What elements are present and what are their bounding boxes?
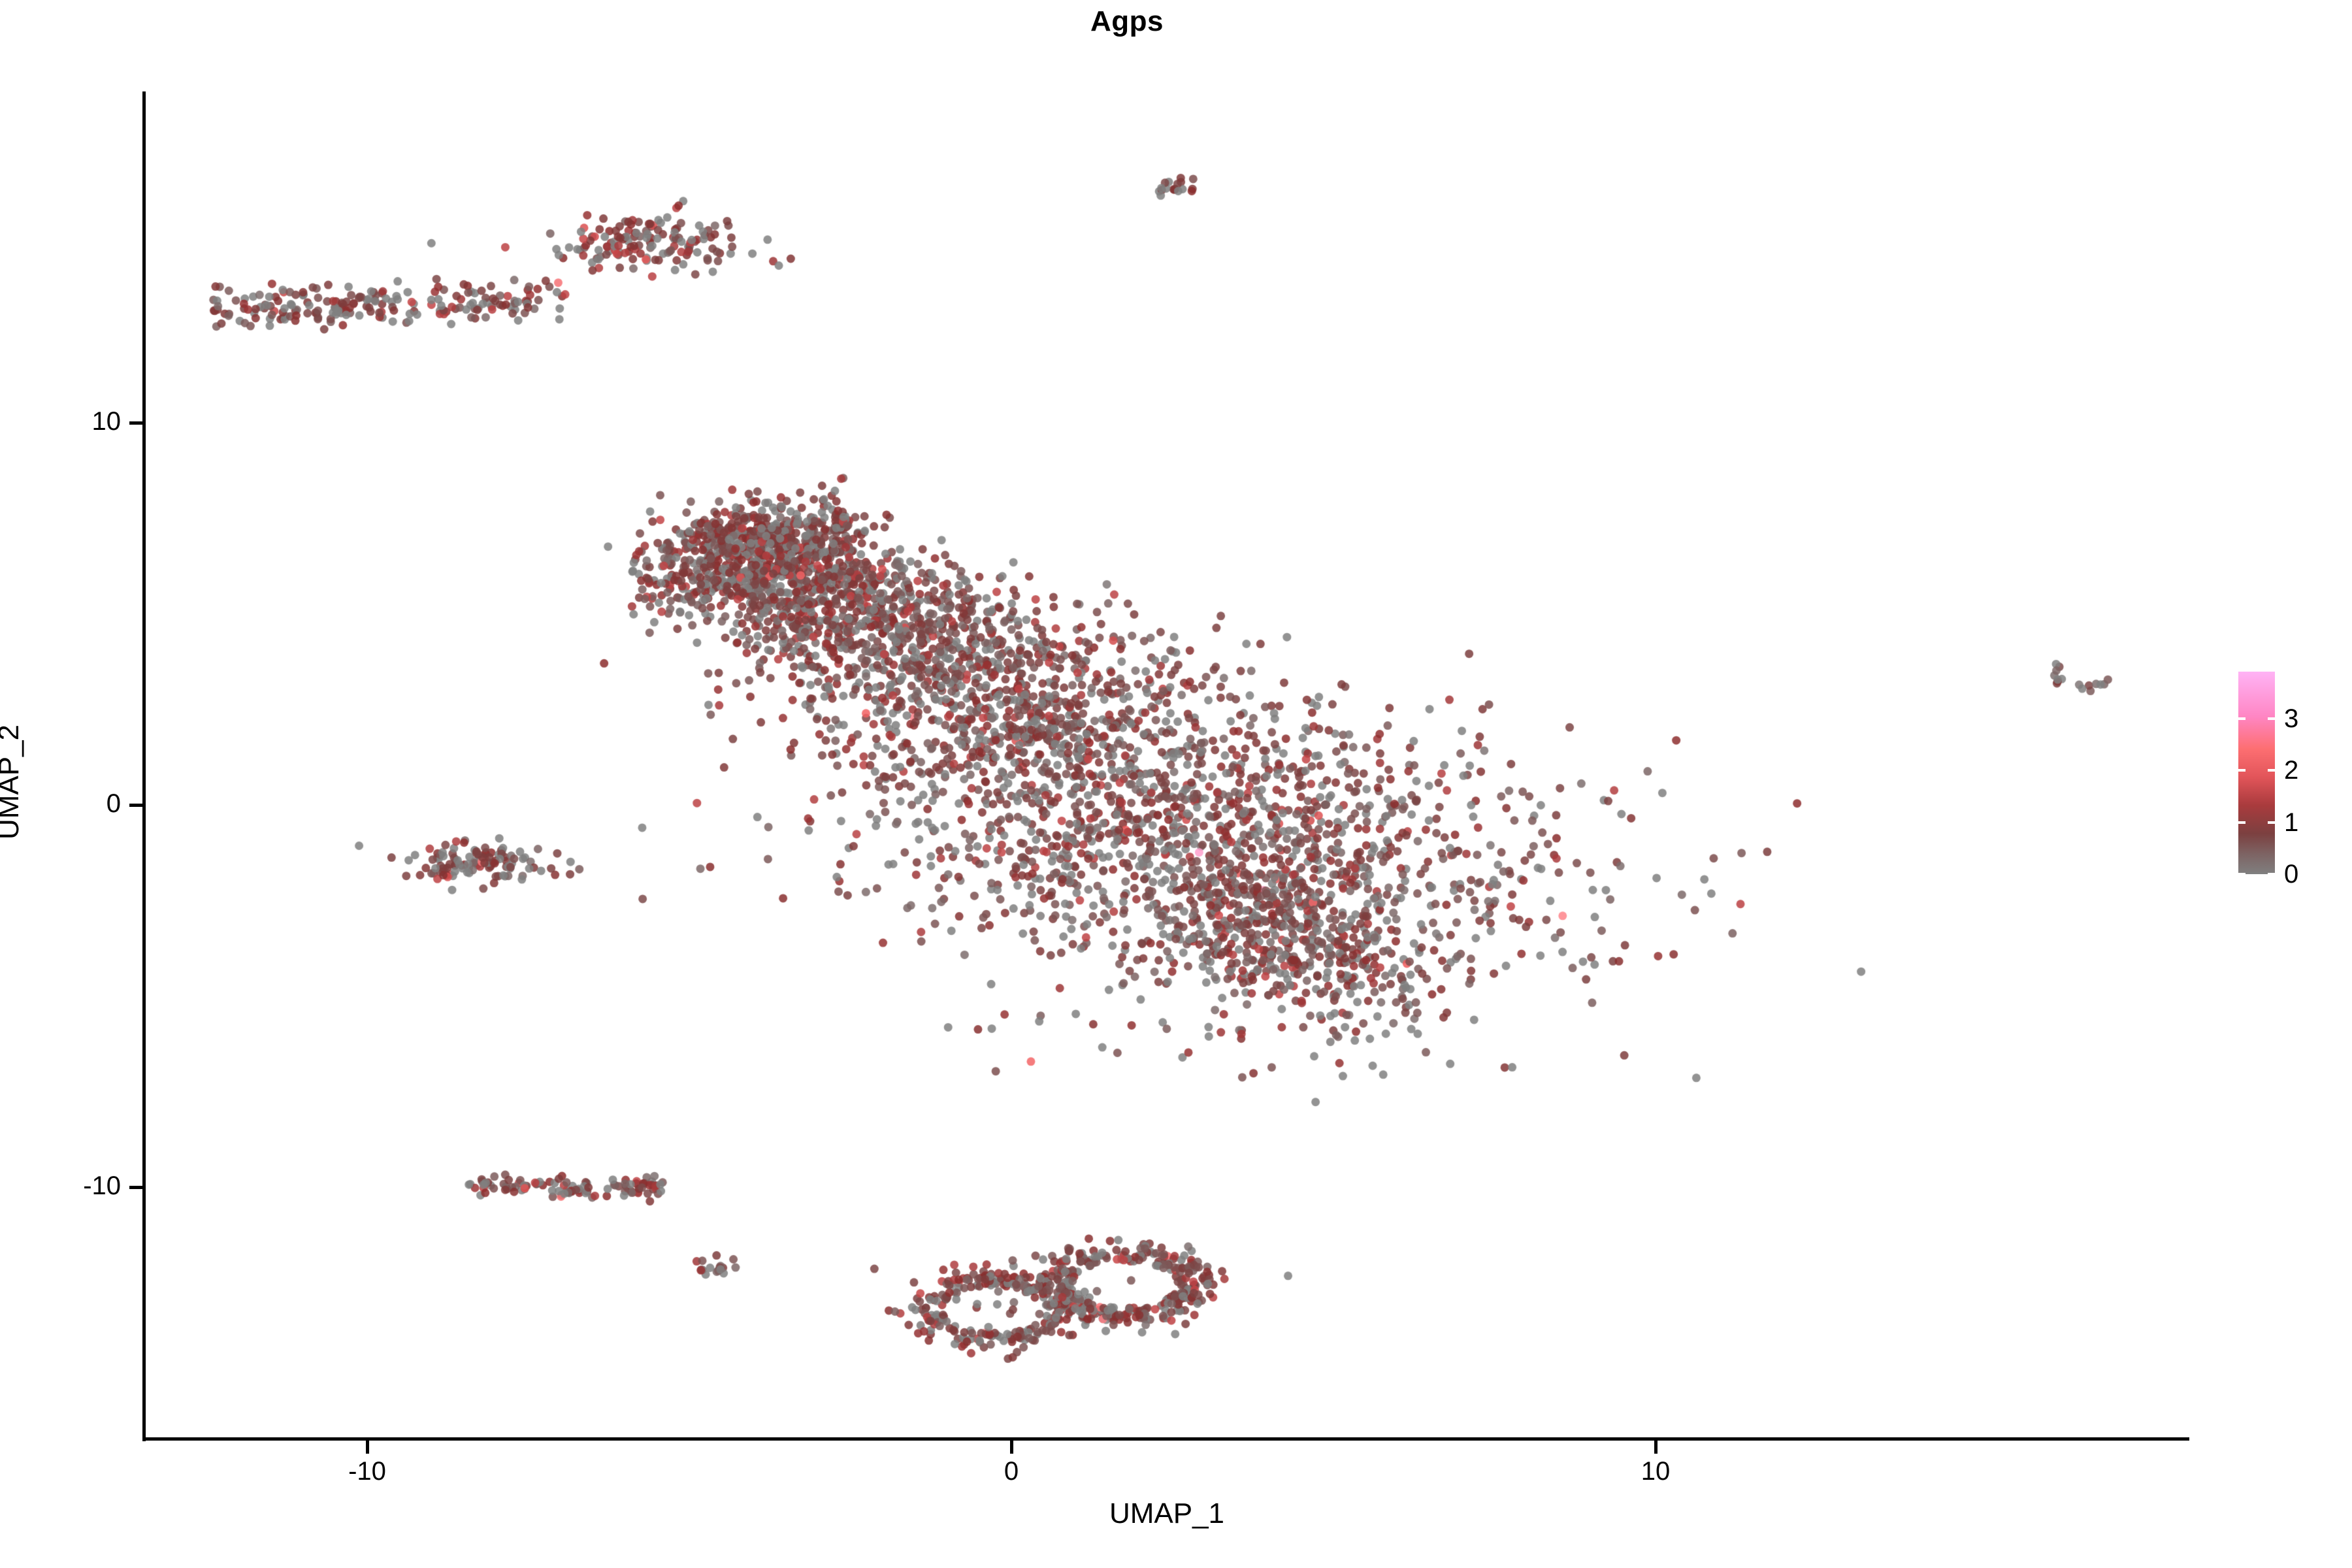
- y-axis-line: [142, 91, 146, 1441]
- plot-panel[interactable]: [144, 91, 2189, 1439]
- y-axis-ticklabel-10: 10: [91, 407, 122, 436]
- colorbar-tick-3-right: [2268, 717, 2275, 720]
- y-axis-ticklabel-0: 0: [106, 789, 121, 818]
- x-axis-ticklabel-0: 0: [1004, 1457, 1019, 1486]
- colorbar-tick-2-left: [2238, 769, 2246, 772]
- y-axis-title: UMAP_2: [0, 724, 25, 840]
- y-axis-tick-10: [129, 421, 142, 425]
- y-axis-ticklabel-neg10: -10: [83, 1171, 121, 1200]
- y-axis-tick-neg10: [129, 1186, 142, 1189]
- y-axis-tick-0: [129, 804, 142, 807]
- x-axis-title: UMAP_1: [1109, 1497, 1225, 1529]
- colorbar-tick-2-right: [2268, 769, 2275, 772]
- color-legend[interactable]: 3 2 1 0: [2238, 672, 2298, 887]
- x-axis-line: [144, 1437, 2189, 1441]
- x-axis-ticklabel-10: 10: [1641, 1457, 1671, 1486]
- colorbar-label-1: 1: [2284, 808, 2299, 837]
- colorbar-tick-1-left: [2238, 821, 2246, 824]
- colorbar-tick-1-right: [2268, 821, 2275, 824]
- colorbar-label-2: 2: [2284, 756, 2299, 785]
- x-axis-ticklabel-neg10: -10: [348, 1457, 386, 1486]
- colorbar-label-3: 3: [2284, 704, 2299, 733]
- x-axis-tick-neg10: [366, 1441, 369, 1454]
- x-axis-tick-10: [1654, 1441, 1658, 1454]
- colorbar-tick-0-left: [2238, 873, 2246, 875]
- page-title: Agps: [1090, 5, 1164, 37]
- scatter-points-canvas: [144, 91, 2189, 1439]
- x-axis-tick-0: [1010, 1441, 1013, 1454]
- colorbar-tick-3-left: [2238, 717, 2246, 720]
- colorbar-label-0: 0: [2284, 860, 2299, 889]
- colorbar-gradient: [2238, 672, 2275, 874]
- colorbar-tick-0-right: [2268, 873, 2275, 875]
